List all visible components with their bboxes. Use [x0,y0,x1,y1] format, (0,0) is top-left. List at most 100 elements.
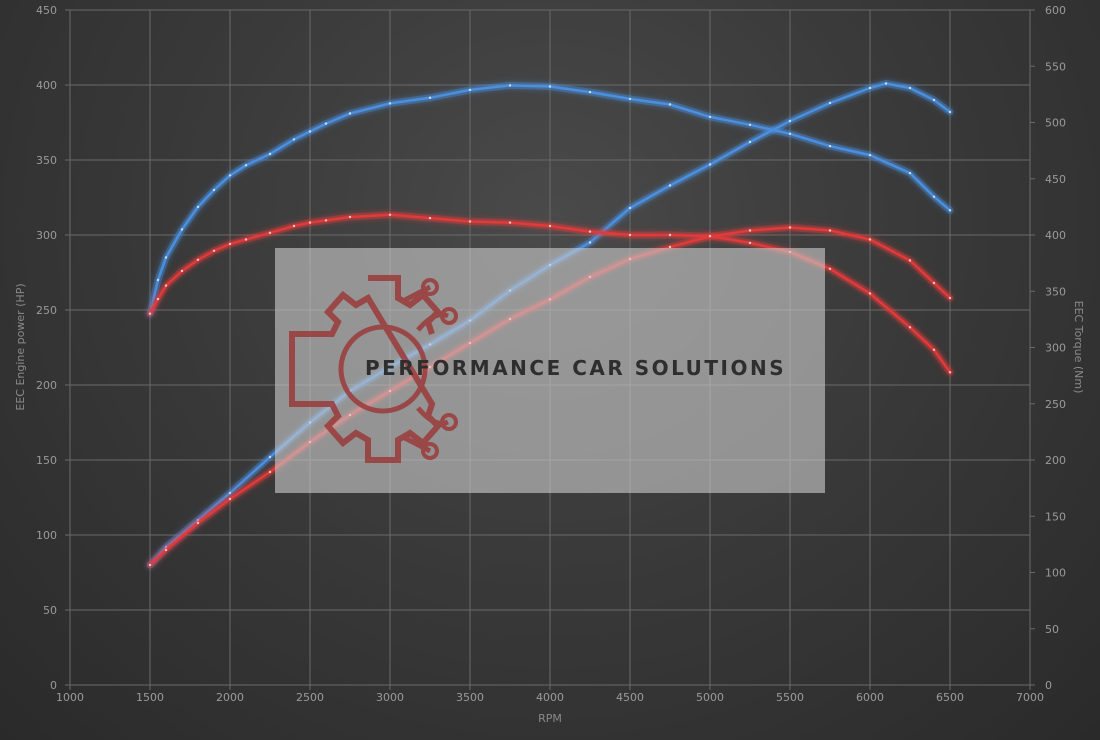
series-point [308,130,312,133]
series-point [828,144,832,148]
y-left-tick-label: 50 [43,604,57,617]
y-right-tick-label: 550 [1045,60,1066,73]
x-tick-label: 2500 [296,691,324,704]
series-point [948,296,952,300]
y-left-tick-label: 100 [36,529,57,542]
x-tick-label: 6500 [936,691,964,704]
series-point [228,497,232,501]
series-point [244,164,248,167]
series-point [196,521,200,525]
series-point [668,103,672,106]
series-point [228,491,232,495]
series-point [668,184,672,187]
series-point [244,238,248,241]
y-left-tick-label: 350 [36,154,57,167]
series-point [348,215,352,219]
series-point [268,455,272,459]
y-right-tick-label: 500 [1045,117,1066,130]
series-point [156,297,160,301]
y-left-tick-label: 400 [36,79,57,92]
series-point [948,110,952,114]
series-point [180,228,184,231]
series-point [508,221,512,224]
series-point [868,238,872,241]
series-point [292,138,296,141]
series-point [588,241,592,244]
series-point [324,122,328,125]
series-point [156,278,160,282]
series-point [292,224,296,228]
series-point [388,102,392,105]
series-point [388,213,392,216]
y-right-tick-label: 0 [1045,679,1052,692]
series-point [164,256,168,259]
series-point [268,231,272,234]
series-point [932,195,936,198]
series-point [932,281,936,285]
series-point [868,86,872,90]
x-tick-label: 7000 [1016,691,1044,704]
series-point [212,249,216,252]
series-point [868,292,872,295]
series-point [748,140,752,144]
y-left-axis-ticks: 0 50 100 150 200 250 300 350 400 450 [36,4,57,692]
watermark: PERFORMANCE CAR SOLUTIONS [275,248,825,493]
series-point [148,312,152,315]
series-point [548,224,552,228]
y-right-tick-label: 50 [1045,623,1059,636]
y-right-tick-label: 350 [1045,285,1066,298]
series-point [548,85,552,88]
series-point [348,112,352,115]
series-point [228,174,232,177]
series-point [628,97,632,101]
series-point [628,206,632,210]
series-point [164,284,168,287]
watermark-text: PERFORMANCE CAR SOLUTIONS [365,356,786,380]
y-left-tick-label: 0 [50,679,57,692]
y-left-tick-label: 200 [36,379,57,392]
x-axis-title: RPM [538,712,562,725]
y-right-tick-label: 250 [1045,398,1066,411]
series-point [268,152,272,156]
y-right-tick-label: 450 [1045,173,1066,186]
series-point [588,230,592,233]
series-point [708,234,712,238]
x-tick-label: 4500 [616,691,644,704]
gear-circuit-logo-icon [289,275,458,463]
series-1-line [146,81,954,318]
series-point [828,229,832,232]
series-point [828,101,832,105]
y-right-tick-label: 200 [1045,454,1066,467]
series-point [196,205,200,209]
y-right-tick-label: 150 [1045,510,1066,523]
series-point [788,226,792,229]
series-point [428,216,432,220]
series-point [748,241,752,245]
x-tick-label: 1500 [136,691,164,704]
series-point [748,229,752,232]
y-left-tick-label: 300 [36,229,57,242]
series-point [948,209,952,212]
y-right-axis-title: EEC Torque (Nm) [1072,301,1085,394]
x-tick-label: 5500 [776,691,804,704]
series-point [324,219,328,222]
series-point [788,119,792,123]
y-left-tick-label: 250 [36,304,57,317]
series-point [708,115,712,119]
y-left-axis-title: EEC Engine power (HP) [14,283,27,410]
x-tick-label: 3000 [376,691,404,704]
series-point [508,84,512,87]
x-tick-label: 4000 [536,691,564,704]
x-tick-label: 1000 [56,691,84,704]
series-point [164,548,168,552]
series-point [196,258,200,261]
series-point [468,220,472,223]
x-tick-label: 5000 [696,691,724,704]
series-point [908,86,912,90]
series-point [708,163,712,166]
series-point [868,153,872,157]
x-tick-label: 3500 [456,691,484,704]
series-point [908,326,912,329]
series-point [908,259,912,262]
